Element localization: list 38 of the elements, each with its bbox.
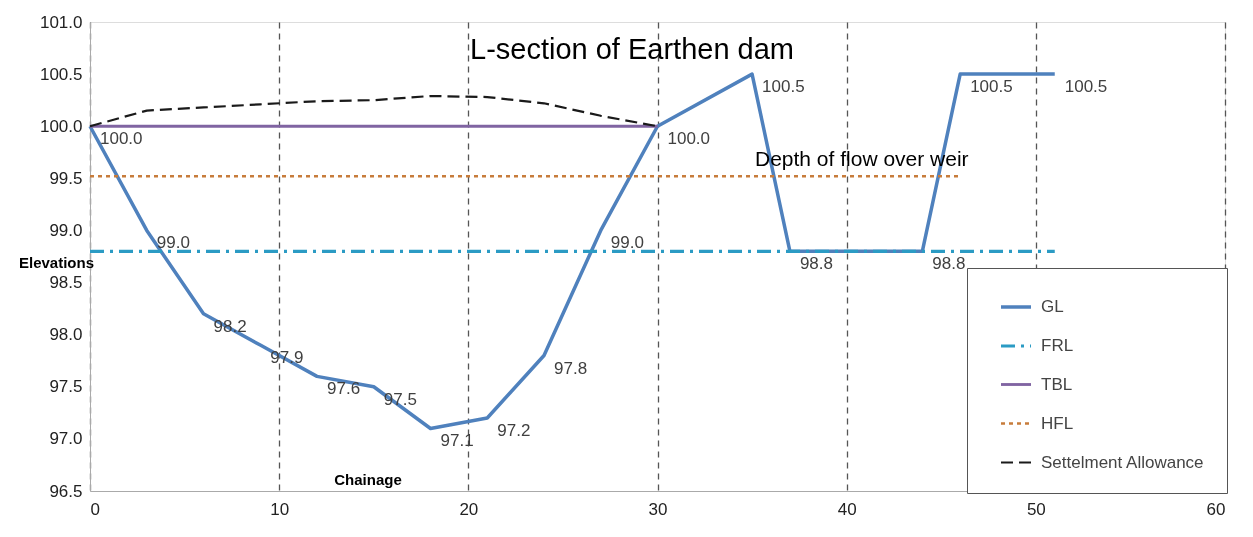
x-tick-label: 0 bbox=[90, 499, 100, 519]
data-label: 97.8 bbox=[554, 358, 588, 378]
x-axis-title: Chainage bbox=[334, 471, 402, 488]
y-tick-label: 99.0 bbox=[49, 220, 83, 240]
x-tick-label: 50 bbox=[1026, 499, 1046, 519]
x-tick-label: 40 bbox=[837, 499, 857, 519]
y-axis-title: Elevations bbox=[19, 254, 95, 271]
y-tick-label: 100.5 bbox=[39, 64, 83, 84]
y-tick-label: 96.5 bbox=[49, 481, 83, 501]
data-label: 100.5 bbox=[1064, 77, 1108, 97]
legend-label: TBL bbox=[1041, 374, 1073, 394]
data-label: 100.0 bbox=[100, 129, 143, 149]
y-tick-label: 100.0 bbox=[39, 116, 83, 136]
data-label: 100.5 bbox=[762, 77, 805, 97]
chart-title: L-section of Earthen dam bbox=[469, 33, 795, 65]
y-tick-label: 97.0 bbox=[49, 429, 83, 449]
data-label: 97.6 bbox=[327, 379, 361, 399]
y-tick-label: 98.0 bbox=[49, 325, 83, 345]
legend-label: Settelment Allowance bbox=[1041, 452, 1204, 472]
y-tick-label: 98.5 bbox=[49, 273, 83, 293]
x-tick-label: 10 bbox=[270, 499, 290, 519]
data-label: 99.0 bbox=[156, 233, 190, 253]
data-label: 100.5 bbox=[970, 77, 1013, 97]
x-tick-label: 30 bbox=[648, 499, 668, 519]
data-label: 97.2 bbox=[497, 421, 531, 441]
legend-label: HFL bbox=[1041, 413, 1074, 433]
y-tick-label: 97.5 bbox=[49, 377, 83, 397]
data-label: 99.0 bbox=[610, 233, 644, 253]
data-label: 98.8 bbox=[799, 254, 834, 274]
y-tick-label: 101.0 bbox=[39, 12, 83, 32]
data-label: 97.1 bbox=[440, 431, 474, 451]
x-tick-label: 20 bbox=[459, 499, 479, 519]
data-label: 98.8 bbox=[932, 254, 966, 274]
data-label: 100.0 bbox=[667, 129, 711, 149]
legend-label: FRL bbox=[1041, 336, 1074, 355]
x-tick-label: 60 bbox=[1206, 499, 1226, 519]
y-tick-label: 99.5 bbox=[49, 168, 83, 188]
legend-label: GL bbox=[1041, 297, 1064, 316]
